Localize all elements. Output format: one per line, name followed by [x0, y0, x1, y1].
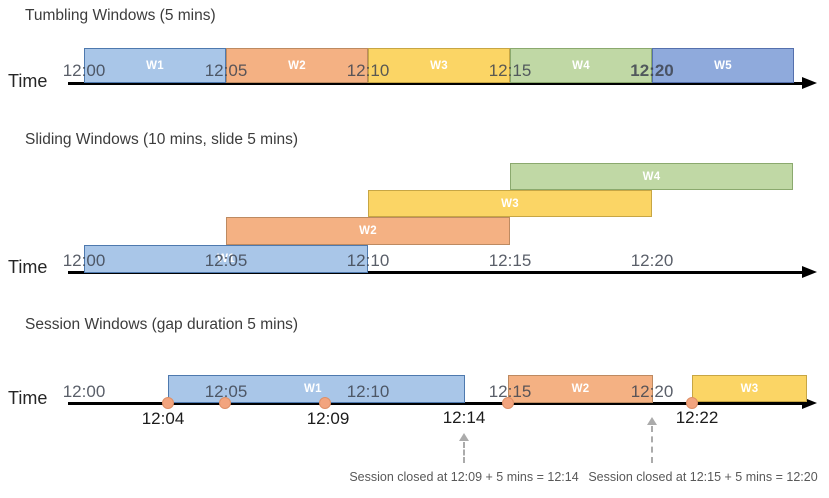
- sliding-tick-12-00: 12:00: [62, 251, 106, 270]
- window-label: W2: [288, 59, 306, 72]
- sliding-time-axis-label: Time: [8, 257, 48, 277]
- session-section-title: Session Windows (gap duration 5 mins): [25, 316, 299, 333]
- session-tick-12-20: 12:20: [630, 382, 674, 401]
- session-tick-12-10: 12:10: [346, 382, 390, 401]
- window-label: W4: [572, 59, 590, 72]
- tumbling-window-w4: W4: [510, 48, 652, 83]
- tumbling-window-w5: W5: [652, 48, 794, 83]
- tumbling-window-w3: W3: [368, 48, 510, 83]
- up-arrowhead-icon: [459, 433, 469, 441]
- window-label: W2: [359, 225, 377, 237]
- dashed-arrow-line: [651, 426, 653, 463]
- window-label: W5: [714, 59, 732, 72]
- tumbling-tick-12-15: 12:15: [488, 61, 532, 80]
- event-label-12-09: 12:09: [306, 409, 350, 428]
- window-label: W3: [430, 59, 448, 72]
- event-dot-12-05: [219, 397, 231, 409]
- event-label-12-04: 12:04: [141, 409, 185, 428]
- event-label-12-14: 12:14: [442, 408, 486, 427]
- tumbling-window-w1: W1: [84, 48, 226, 83]
- event-label-12-22: 12:22: [675, 408, 719, 427]
- window-label: W1: [217, 253, 235, 265]
- window-label: W3: [740, 382, 759, 395]
- session-tick-12-05: 12:05: [204, 382, 248, 401]
- window-label: W3: [501, 197, 519, 210]
- window-label: W4: [642, 170, 661, 183]
- session-closed-annotation-1: Session closed at 12:09 + 5 mins = 12:14: [349, 470, 579, 484]
- sliding-window-w3: W3: [368, 190, 652, 217]
- tumbling-time-axis-line: [68, 82, 805, 85]
- sliding-tick-12-20: 12:20: [630, 251, 674, 270]
- session-tick-12-15: 12:15: [488, 382, 532, 401]
- session-window-w1: W1: [168, 375, 465, 403]
- event-dot-12-09: [319, 397, 331, 409]
- session-tick-12-00: 12:00: [62, 382, 106, 401]
- session-window-w3: W3: [692, 375, 807, 402]
- tumbling-axis-arrowhead-icon: [802, 77, 817, 89]
- sliding-window-w1: W1: [84, 245, 368, 273]
- sliding-time-axis-line: [68, 271, 805, 274]
- tumbling-tick-12-05: 12:05: [204, 61, 248, 80]
- sliding-axis-arrowhead-icon: [802, 266, 817, 278]
- sliding-tick-12-10: 12:10: [346, 251, 390, 270]
- dashed-arrow-line: [463, 442, 465, 463]
- sliding-section-title: Sliding Windows (10 mins, slide 5 mins): [25, 131, 299, 148]
- session-time-axis-label: Time: [8, 388, 48, 408]
- window-label: W1: [146, 59, 164, 72]
- session-closed-annotation-2: Session closed at 12:15 + 5 mins = 12:20: [588, 470, 818, 484]
- sliding-tick-12-15: 12:15: [488, 251, 532, 270]
- tumbling-tick-12-20: 12:20: [630, 61, 674, 80]
- sliding-tick-12-05: 12:05: [204, 251, 248, 270]
- event-dot-12-15: [502, 397, 514, 409]
- window-label: W2: [571, 383, 590, 395]
- tumbling-window-w2: W2: [226, 48, 368, 83]
- session-time-axis-line: [68, 402, 805, 405]
- tumbling-tick-12-00: 12:00: [62, 61, 106, 80]
- sliding-window-w2: W2: [226, 217, 510, 245]
- up-arrowhead-icon: [647, 417, 657, 425]
- event-dot-12-22: [686, 397, 698, 409]
- session-window-w2: W2: [508, 375, 653, 403]
- tumbling-tick-12-10: 12:10: [346, 61, 390, 80]
- tumbling-time-axis-label: Time: [8, 71, 48, 91]
- window-label: W1: [304, 383, 322, 395]
- sliding-window-w4: W4: [510, 163, 793, 190]
- event-dot-12-04: [162, 397, 174, 409]
- tumbling-section-title: Tumbling Windows (5 mins): [25, 7, 216, 24]
